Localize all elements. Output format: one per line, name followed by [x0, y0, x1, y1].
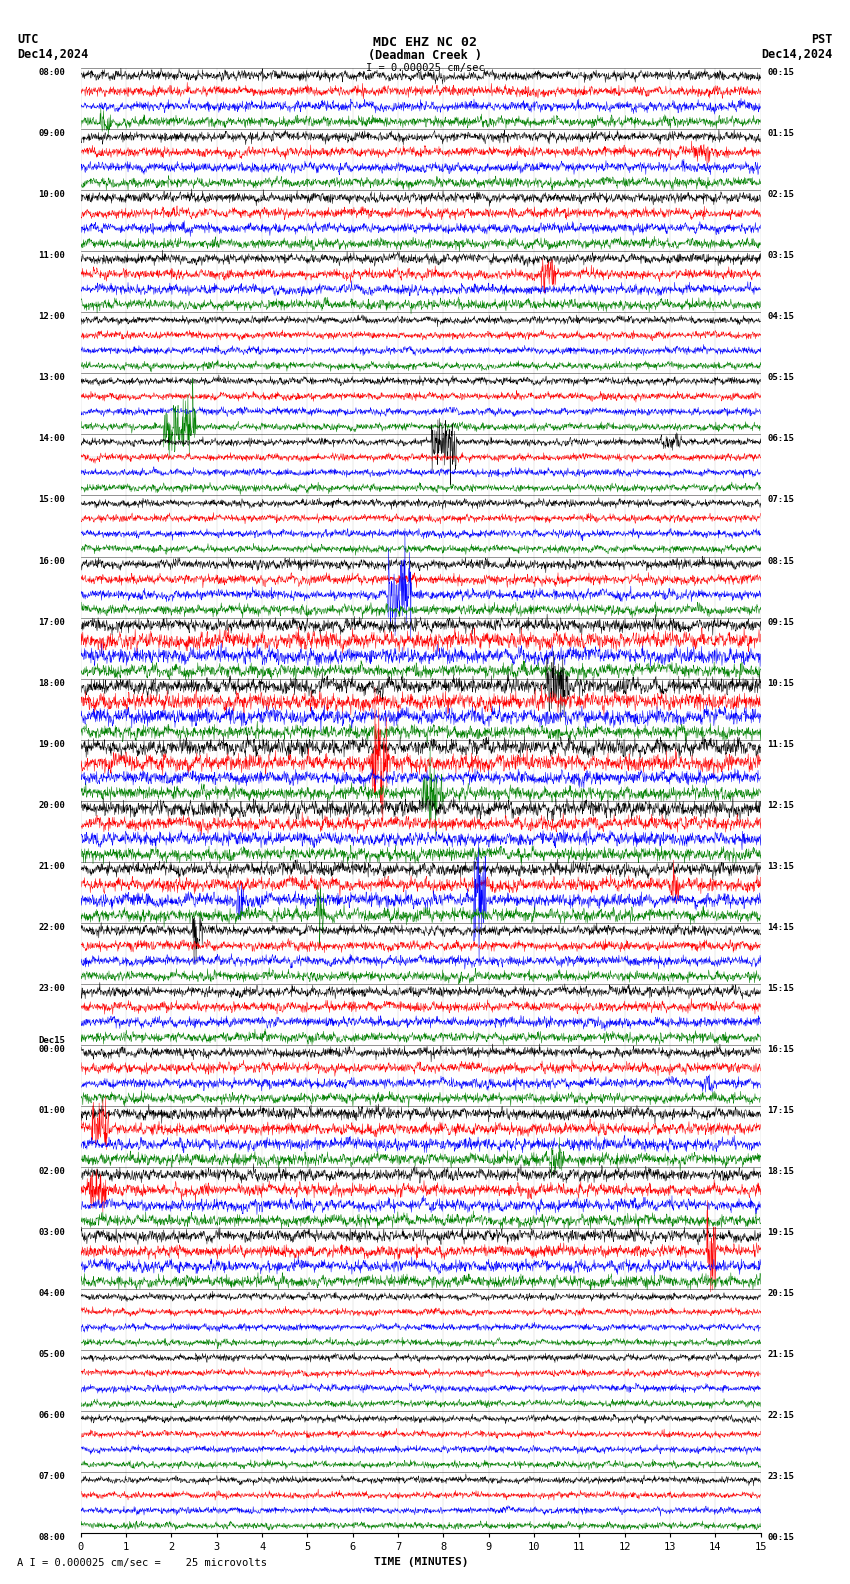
Text: 02:00: 02:00: [38, 1167, 65, 1175]
Text: (Deadman Creek ): (Deadman Creek ): [368, 49, 482, 62]
Text: 15:15: 15:15: [768, 984, 795, 993]
Text: 10:15: 10:15: [768, 678, 795, 687]
Text: MDC EHZ NC 02: MDC EHZ NC 02: [373, 36, 477, 49]
Text: 06:00: 06:00: [38, 1411, 65, 1421]
Text: 00:15: 00:15: [768, 68, 795, 78]
Text: 02:15: 02:15: [768, 190, 795, 200]
Text: UTC: UTC: [17, 33, 38, 46]
Text: 07:00: 07:00: [38, 1472, 65, 1481]
Text: 04:15: 04:15: [768, 312, 795, 322]
Text: 21:15: 21:15: [768, 1350, 795, 1359]
Text: Dec14,2024: Dec14,2024: [762, 48, 833, 60]
Text: 13:15: 13:15: [768, 862, 795, 871]
Text: 23:00: 23:00: [38, 984, 65, 993]
Text: 14:00: 14:00: [38, 434, 65, 444]
Text: 04:00: 04:00: [38, 1289, 65, 1299]
Text: 17:00: 17:00: [38, 618, 65, 627]
Text: 14:15: 14:15: [768, 923, 795, 931]
Text: 00:00: 00:00: [38, 1045, 65, 1053]
Text: 12:00: 12:00: [38, 312, 65, 322]
Text: 03:00: 03:00: [38, 1228, 65, 1237]
Text: I = 0.000025 cm/sec: I = 0.000025 cm/sec: [366, 63, 484, 73]
Text: 08:15: 08:15: [768, 556, 795, 565]
Text: 11:00: 11:00: [38, 252, 65, 260]
Text: 19:00: 19:00: [38, 740, 65, 749]
Text: PST: PST: [812, 33, 833, 46]
Text: 21:00: 21:00: [38, 862, 65, 871]
Text: 08:00: 08:00: [38, 68, 65, 78]
Text: 15:00: 15:00: [38, 496, 65, 504]
Text: 06:15: 06:15: [768, 434, 795, 444]
Text: Dec14,2024: Dec14,2024: [17, 48, 88, 60]
Text: 22:15: 22:15: [768, 1411, 795, 1421]
Text: 09:00: 09:00: [38, 130, 65, 138]
Text: A I = 0.000025 cm/sec =    25 microvolts: A I = 0.000025 cm/sec = 25 microvolts: [17, 1559, 267, 1568]
Text: 20:00: 20:00: [38, 800, 65, 809]
Text: 16:15: 16:15: [768, 1045, 795, 1053]
Text: 18:15: 18:15: [768, 1167, 795, 1175]
Text: 01:00: 01:00: [38, 1106, 65, 1115]
Text: 07:15: 07:15: [768, 496, 795, 504]
Text: 05:15: 05:15: [768, 374, 795, 382]
Text: 23:15: 23:15: [768, 1472, 795, 1481]
Text: 18:00: 18:00: [38, 678, 65, 687]
X-axis label: TIME (MINUTES): TIME (MINUTES): [373, 1557, 468, 1567]
Text: 09:15: 09:15: [768, 618, 795, 627]
Text: 16:00: 16:00: [38, 556, 65, 565]
Text: 01:15: 01:15: [768, 130, 795, 138]
Text: 20:15: 20:15: [768, 1289, 795, 1299]
Text: 10:00: 10:00: [38, 190, 65, 200]
Text: 17:15: 17:15: [768, 1106, 795, 1115]
Text: 13:00: 13:00: [38, 374, 65, 382]
Text: 00:15: 00:15: [768, 1533, 795, 1543]
Text: Dec15: Dec15: [38, 1036, 65, 1045]
Text: 03:15: 03:15: [768, 252, 795, 260]
Text: 12:15: 12:15: [768, 800, 795, 809]
Text: 19:15: 19:15: [768, 1228, 795, 1237]
Text: 08:00: 08:00: [38, 1533, 65, 1543]
Text: 05:00: 05:00: [38, 1350, 65, 1359]
Text: 11:15: 11:15: [768, 740, 795, 749]
Text: 22:00: 22:00: [38, 923, 65, 931]
